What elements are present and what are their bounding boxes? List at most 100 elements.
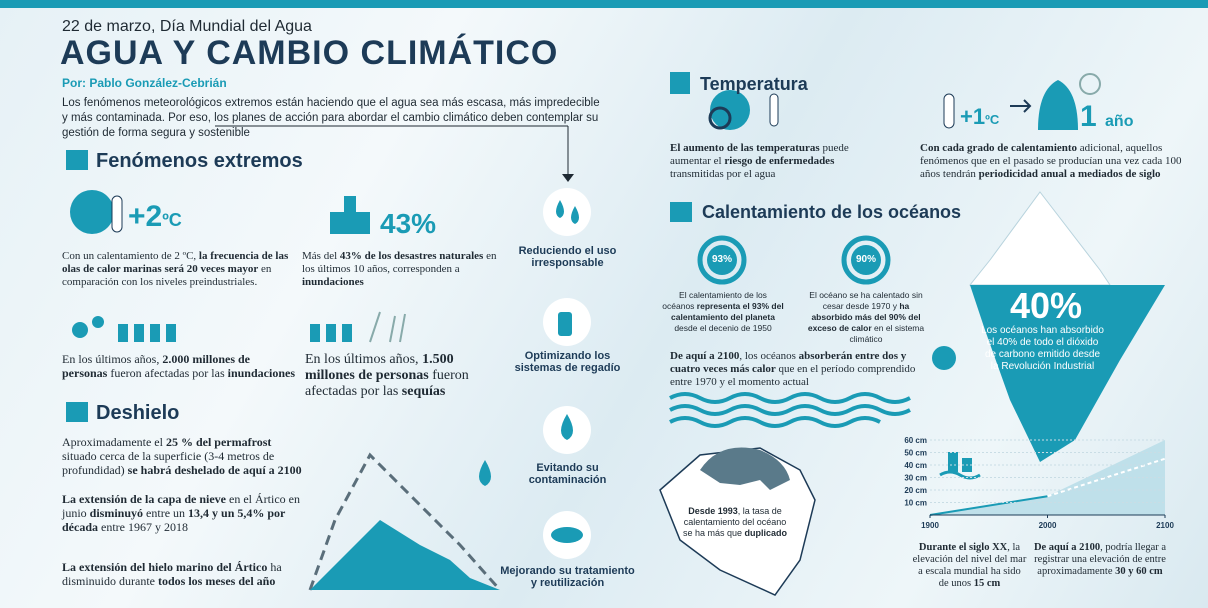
- title: AGUA Y CAMBIO CLIMÁTICO: [60, 34, 559, 72]
- text-run: en los últimos 10 años, corresponden a: [302, 250, 497, 275]
- text-run: en comparación con los niveles preindust…: [62, 263, 272, 288]
- text-run: El aumento de las temperaturas: [670, 142, 820, 154]
- text-run: fueron afectadas por las: [107, 366, 228, 380]
- text-run: Con un calentamiento de 2 ºC,: [62, 250, 199, 262]
- date: 22 de marzo, Día Mundial del Agua: [62, 18, 312, 35]
- area: [930, 440, 1165, 515]
- paragraph: El océano se ha calentado sin cesar desd…: [805, 290, 927, 345]
- text-run: inundaciones: [302, 276, 364, 288]
- y-tick-label: 60 cm: [904, 436, 927, 445]
- text-run: La extensión de la capa de nieve: [62, 492, 226, 506]
- text-run: se habrá deshelado de aquí a 2100: [127, 463, 302, 477]
- sea-level-chart: 10 cm 20 cm 30 cm 40 cm 50 cm 60 cm 1900 2000 21…: [904, 436, 1174, 530]
- text-run: 15 cm: [973, 578, 1001, 589]
- text-run: En los últimos años,: [62, 352, 163, 366]
- text-run: ha absorbido más del 90% del exceso de c…: [807, 301, 921, 333]
- text-run: disminuyó: [89, 506, 144, 520]
- y-tick-label: 50 cm: [904, 449, 927, 458]
- big-number: +1: [960, 104, 986, 129]
- text-run: sequías: [401, 384, 446, 399]
- paragraph: La extensión del hielo marino del Ártico…: [62, 560, 302, 588]
- circle-label: 90%: [855, 254, 876, 265]
- heading: Calentamiento de los océanos: [702, 202, 962, 222]
- text-run: , podría llegar a registrar una elevació…: [1034, 542, 1167, 577]
- text-run: Desde 1993: [688, 506, 738, 516]
- text-run: adicional, aquellos fenómenos que en el …: [920, 142, 1182, 180]
- paragraph: La extensión de la capa de nieve en el Á…: [62, 492, 302, 534]
- text-run: 43% de los desastres naturales: [339, 250, 484, 262]
- big-number: +2: [128, 200, 163, 233]
- text-run: absorberán entre dos y cuatro veces más …: [670, 350, 907, 375]
- text-run: desde el decenio de 1950: [674, 323, 772, 333]
- y-tick-label: 20 cm: [904, 486, 927, 495]
- paragraph: De aquí a 2100, los océanos absorberán e…: [670, 350, 920, 389]
- unit: ºC: [162, 210, 182, 230]
- paragraph: El calentamiento de los océanos represen…: [662, 290, 784, 334]
- paragraph: De aquí a 2100, podría llegar a registra…: [1030, 542, 1170, 578]
- text-run: , la elevación del nivel del mar a escal…: [912, 542, 1027, 589]
- paragraph: Durante el siglo XX, la elevación del ni…: [912, 542, 1027, 590]
- author: Por: Pablo González-Cebrián: [62, 76, 227, 90]
- paragraph: El aumento de las temperaturas puede aum…: [670, 142, 890, 181]
- text-run: en el sistema climático: [849, 323, 925, 344]
- text-run: La extensión del hielo marino del Ártico: [62, 560, 268, 574]
- trend: [929, 495, 1048, 516]
- text-run: Aproximadamente el: [62, 435, 166, 449]
- paragraph: Con un calentamiento de 2 ºC, la frecuen…: [62, 250, 292, 289]
- text-run: El océano se ha calentado sin cesar desd…: [809, 290, 923, 311]
- text-run: Con cada grado de calentamiento: [920, 142, 1078, 154]
- y-tick-label: 30 cm: [904, 474, 927, 483]
- text-run: situado cerca de la superficie (3-4 metr…: [62, 449, 275, 477]
- text-run: En los últimos años,: [305, 352, 423, 367]
- text-run: De aquí a 2100: [670, 350, 740, 362]
- big-number: 40%: [1010, 285, 1083, 326]
- text-run: fueron afectadas por las: [305, 368, 469, 399]
- text-run: , la tasa de calentamiento del océano se…: [682, 506, 787, 538]
- text-run: ha disminuido durante: [62, 560, 282, 588]
- paragraph: Con cada grado de calentamiento adiciona…: [920, 142, 1195, 181]
- x-tick-label: 2000: [1039, 521, 1057, 530]
- text-run: 1.500 millones de personas: [305, 352, 454, 383]
- text-run: inundaciones: [227, 366, 295, 380]
- text-run: 2.000 millones de personas: [62, 352, 251, 380]
- text-run: representa el 93% del calentamiento del …: [671, 301, 784, 322]
- action-label: Evitando su contaminación: [528, 462, 607, 486]
- text-run: transmitidas por el agua: [670, 168, 776, 180]
- action-label: Optimizando los sistemas de regadío: [514, 350, 621, 374]
- unit: ºC: [985, 112, 1000, 127]
- heading: Fenómenos extremos: [96, 150, 303, 172]
- big-number: 1: [1080, 100, 1097, 133]
- text-run: Durante el siglo XX: [918, 542, 1008, 553]
- intro: Los fenómenos meteorológicos extremos es…: [62, 97, 600, 139]
- text-run: De aquí a 2100: [1033, 542, 1101, 553]
- action-label: Mejorando su tratamiento y reutilización: [500, 565, 635, 589]
- text-run: periodicidad anual a mediados de siglo: [978, 168, 1161, 180]
- unit: año: [1105, 113, 1134, 130]
- paragraph: Aproximadamente el 25 % del permafrost s…: [62, 435, 302, 477]
- heading: Temperatura: [700, 74, 808, 94]
- big-number: 43%: [380, 208, 437, 239]
- y-tick-label: 40 cm: [904, 461, 927, 470]
- text-run: que en el período comprendido entre 1970…: [670, 363, 916, 388]
- heading: Deshielo: [96, 402, 180, 424]
- text-run: la frecuencia de las olas de calor marin…: [62, 250, 289, 275]
- text-run: riesgo de enfermedades: [724, 155, 835, 167]
- text-run: El calentamiento de los océanos: [662, 290, 767, 311]
- text-run: en el Ártico en junio: [62, 492, 300, 520]
- paragraph: Más del 43% de los desastres naturales e…: [302, 250, 502, 289]
- text-run: 13,4 y un 5,4% por década: [62, 506, 286, 534]
- x-tick-label: 1900: [921, 521, 939, 530]
- text-run: , los océanos: [739, 350, 799, 362]
- text-run: duplicado: [744, 528, 788, 538]
- text-run: todos los meses del año: [158, 574, 276, 588]
- text-run: 30 y 60 cm: [1115, 566, 1163, 577]
- paragraph: En los últimos años, 2.000 millones de p…: [62, 352, 297, 380]
- text-run: entre un: [143, 506, 189, 520]
- y-tick-label: 10 cm: [904, 499, 927, 508]
- text-run: Más del: [302, 250, 340, 262]
- action-label: Reduciendo el uso irresponsable: [518, 245, 617, 269]
- x-tick-label: 2100: [1156, 521, 1174, 530]
- text-run: entre 1967 y 2018: [98, 520, 188, 534]
